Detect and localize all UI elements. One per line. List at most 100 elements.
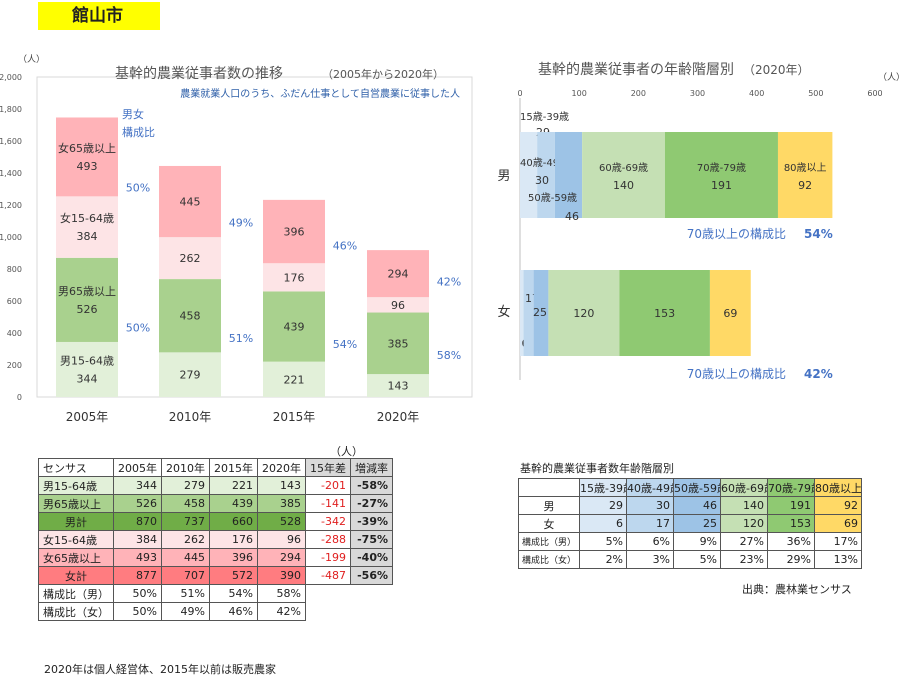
table-cell: 439	[209, 494, 258, 513]
table-cell: 5%	[673, 550, 722, 569]
data-label: 445	[180, 196, 201, 209]
bar-segment	[523, 270, 534, 356]
x-tick-label: 2005年	[66, 410, 109, 424]
column-header: センサス	[38, 458, 114, 477]
bar-segment	[56, 117, 118, 197]
x-tick-label: 400	[749, 89, 764, 98]
table-row: 女65歳以上 493 445 396 294 -199 -40%	[38, 548, 393, 567]
table-cell: 6	[579, 514, 628, 533]
data-label: 221	[284, 373, 305, 386]
data-label: 30	[535, 174, 549, 187]
table-cell: 140	[720, 496, 769, 515]
y-tick-label: 2,000	[0, 73, 22, 82]
series-name-label: 女65歳以上	[58, 141, 116, 155]
female-ratio-label: 50%	[126, 182, 150, 195]
column-header: 50歳-59歳	[673, 478, 722, 497]
bar-segment	[56, 341, 118, 397]
table-cell: 528	[257, 512, 306, 531]
male-ratio-label: 54%	[333, 338, 357, 351]
series-name-label: 男15-64歳	[60, 354, 114, 367]
female-ratio-label: 49%	[229, 217, 253, 230]
table-cell: 96	[257, 530, 306, 549]
table-row: 男 29 30 46 140 191 92	[517, 496, 863, 515]
table-row: 構成比（男） 50% 51% 54% 58%	[38, 584, 393, 603]
table-cell: -141	[305, 494, 351, 513]
data-label: 385	[388, 337, 409, 350]
table-row: 女15-64歳 384 262 176 96 -288 -75%	[38, 530, 393, 549]
bar-segment	[664, 132, 778, 218]
x-tick-label: 600	[867, 89, 882, 98]
table-cell: 男65歳以上	[38, 494, 114, 513]
chart-title: 基幹的農業従事者の年齢階層別	[538, 61, 734, 78]
bar-segment	[56, 196, 118, 258]
male-ratio-label: 50%	[126, 321, 150, 334]
data-label: 140	[613, 179, 634, 192]
table-cell: -75%	[350, 530, 393, 549]
column-header: 2015年	[209, 458, 258, 477]
column-header: 2020年	[257, 458, 306, 477]
table-cell: 男15-64歳	[38, 476, 114, 495]
data-label: 153	[654, 307, 675, 320]
over70-ratio-value: 54%	[804, 227, 833, 241]
data-label: 46	[565, 210, 579, 223]
table-cell: 男	[517, 496, 581, 515]
column-header: 40歳-49歳	[626, 478, 675, 497]
table-cell: 36%	[767, 532, 816, 551]
bar-segment	[263, 291, 325, 362]
bar-segment	[777, 132, 833, 218]
bar-segment	[520, 132, 538, 218]
over70-ratio-value: 42%	[804, 367, 833, 381]
table-cell: 143	[257, 476, 306, 495]
column-header: 60歳-69歳	[720, 478, 769, 497]
footnote: 2020年は個人経営体、2015年以前は販売農家	[44, 663, 276, 676]
table-cell: 女	[517, 514, 581, 533]
table-cell: 構成比（男）	[517, 532, 581, 551]
table-cell: 385	[257, 494, 306, 513]
bar-segment	[548, 270, 620, 356]
table-row: 構成比（女） 50% 49% 46% 42%	[38, 602, 393, 621]
x-tick-label: 100	[572, 89, 587, 98]
table-cell: -39%	[350, 512, 393, 531]
series-name-label: 女15-64歳	[60, 211, 114, 225]
table-cell: 384	[113, 530, 162, 549]
y-tick-label: 1,800	[0, 105, 22, 114]
table-cell: -288	[305, 530, 351, 549]
table-cell: 3%	[626, 550, 675, 569]
data-label: 69	[723, 307, 737, 320]
table-cell: 女計	[38, 566, 114, 585]
table-cell: 707	[161, 566, 210, 585]
column-header	[517, 478, 581, 497]
table-cell: 23%	[720, 550, 769, 569]
column-header: 15年差	[305, 458, 351, 477]
table-cell: 390	[257, 566, 306, 585]
x-axis-label: （人）	[878, 72, 905, 83]
table-cell: 男計	[38, 512, 114, 531]
x-tick-label: 300	[690, 89, 705, 98]
bar-segment	[367, 312, 429, 375]
table-cell: 50%	[113, 584, 162, 603]
table-cell: 27%	[720, 532, 769, 551]
table-cell: -487	[305, 566, 351, 585]
table-cell: 構成比（女）	[38, 602, 114, 621]
series-name-label: 80歳以上	[784, 162, 827, 174]
table-cell: 42%	[257, 602, 306, 621]
bar-segment	[367, 250, 429, 298]
over70-ratio-label: 70歳以上の構成比	[687, 227, 786, 241]
table-cell: 25	[673, 514, 722, 533]
table-row: 女計 877 707 572 390 -487 -56%	[38, 566, 393, 585]
source-note: 出典：農林業センサス	[742, 583, 852, 596]
bar-segment	[619, 270, 710, 356]
data-label: 294	[388, 268, 409, 281]
table-cell: -199	[305, 548, 351, 567]
table-row: 女 6 17 25 120 153 69	[517, 514, 863, 533]
series-name-label: 50歳-59歳	[528, 192, 577, 204]
table-cell: 458	[161, 494, 210, 513]
y-tick-label: 800	[7, 265, 22, 274]
table-cell: 153	[767, 514, 816, 533]
x-tick-label: 2015年	[273, 410, 316, 424]
data-label: 176	[284, 271, 305, 284]
bar-segment	[56, 257, 118, 342]
bar-segment	[263, 263, 325, 292]
table-cell: 870	[113, 512, 162, 531]
table-cell: -27%	[350, 494, 393, 513]
